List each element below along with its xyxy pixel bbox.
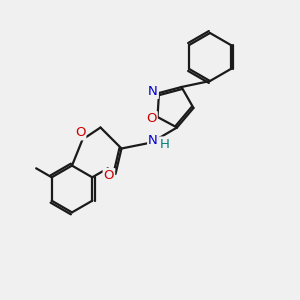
Text: N: N bbox=[148, 134, 158, 147]
Text: N: N bbox=[148, 85, 158, 98]
Text: O: O bbox=[75, 126, 85, 140]
Text: O: O bbox=[146, 112, 157, 125]
Text: O: O bbox=[104, 169, 114, 182]
Text: H: H bbox=[160, 137, 170, 151]
